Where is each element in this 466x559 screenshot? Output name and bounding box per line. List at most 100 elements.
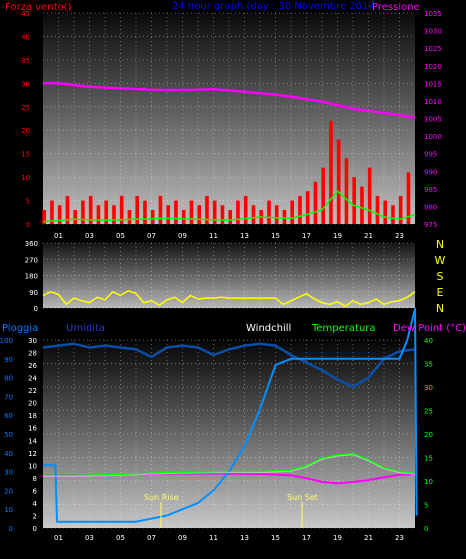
wind-direction-plot-area — [43, 243, 415, 308]
compass-label-west: W — [435, 254, 446, 267]
wind-speed-bar — [398, 195, 403, 224]
pressure-axis-tick-label: 975 — [424, 221, 437, 229]
humidity-axis-tick-label: 14 — [28, 437, 37, 445]
wind-speed-bar — [236, 200, 240, 224]
top-x-tick-label: 05 — [116, 232, 125, 240]
temperature-axis-tick-label: 5 — [424, 502, 428, 510]
pressure-axis-tick-label: 995 — [424, 151, 437, 159]
pressure-axis-tick-label: 985 — [424, 186, 437, 194]
humidity-axis-tick-label: 10 — [28, 462, 37, 470]
top-x-tick-label: 17 — [302, 232, 311, 240]
humidity-axis-tick-label: 22 — [28, 387, 37, 395]
bottom-x-tick-label: 13 — [240, 534, 249, 542]
grid-lines — [43, 12, 415, 529]
wind-speed-bar — [212, 200, 217, 224]
wind-speed-bar — [243, 195, 248, 224]
humidity-axis-tick-label: 30 — [28, 337, 37, 345]
temperature-axis-tick-label: 30 — [424, 384, 433, 392]
temperature-axis-tick-label: 0 — [424, 525, 428, 533]
wind-direction-line — [42, 290, 416, 307]
rain-axis-tick-label: 20 — [4, 487, 13, 495]
wind-speed-bar — [42, 209, 46, 224]
rain-axis-label: Pioggia — [2, 323, 38, 334]
wind-speed-bar — [336, 139, 341, 224]
humidity-axis-label: Umidita — [66, 323, 105, 334]
bottom-x-tick-label: 09 — [178, 534, 187, 542]
rain-axis-tick-label: 30 — [4, 469, 13, 477]
wind-speed-bar — [298, 195, 302, 224]
bottom-x-tick-label: 17 — [302, 534, 311, 542]
wind-gust-line — [42, 190, 416, 223]
top-x-tick-label: 19 — [333, 232, 342, 240]
windchill-legend-label: Windchill — [246, 323, 291, 334]
humidity-line — [42, 342, 416, 389]
wind-speed-bar — [112, 205, 116, 224]
wind-speed-bar — [181, 209, 186, 224]
temperature-legend-label: Temperatura — [311, 323, 376, 334]
humidity-axis-tick-label: 26 — [28, 362, 37, 370]
top-x-tick-label: 15 — [271, 232, 280, 240]
humidity-axis-tick-label: 12 — [28, 450, 37, 458]
sunset-label: Sun Set — [287, 493, 318, 502]
windchill-line — [43, 454, 416, 477]
temperature-axis-tick-label: 15 — [424, 455, 433, 463]
humidity-axis-tick-label: 28 — [28, 350, 37, 358]
wind-speed-axis-label: Forza vento() — [5, 2, 72, 13]
wind-speed-bar — [50, 200, 54, 224]
temperature-axis-tick-label: 40 — [424, 337, 433, 345]
temperature-axis-tick-label: 25 — [424, 408, 433, 416]
wind-speed-bar — [96, 205, 101, 224]
temperature-humidity-plot-area — [43, 340, 415, 528]
wind-axis-tick-label: 0 — [26, 221, 30, 229]
wind-axis-tick-label: 20 — [21, 127, 30, 135]
humidity-axis-tick-label: 6 — [33, 487, 38, 495]
temperature-line — [43, 452, 416, 477]
rain-axis-tick-label: 80 — [4, 375, 13, 383]
rain-axis-tick-label: 0 — [9, 525, 13, 533]
wind-speed-bar — [406, 172, 411, 224]
wind-speed-bar — [274, 205, 279, 224]
wind-speed-bar — [251, 205, 256, 224]
pressure-axis-tick-label: 1005 — [424, 116, 442, 124]
wind-speed-bar — [189, 200, 194, 224]
dewpoint-legend-label: Dew Point (°C) — [393, 323, 466, 334]
pressure-axis-tick-label: 1015 — [424, 80, 442, 88]
wind-speed-bar — [135, 195, 139, 224]
humidity-axis-tick-label: 20 — [28, 400, 37, 408]
wind-speed-bar — [57, 205, 62, 224]
direction-axis-tick-label: 360 — [25, 240, 38, 248]
pressure-axis-tick-label: 1000 — [424, 133, 442, 141]
humidity-axis-tick-label: 4 — [33, 500, 38, 508]
pressure-axis-tick-label: 1025 — [424, 45, 442, 53]
temperature-axis-tick-label: 10 — [424, 478, 433, 486]
bottom-x-tick-label: 15 — [271, 534, 280, 542]
rain-axis-tick-label: 70 — [4, 393, 13, 401]
humidity-axis-tick-label: 16 — [28, 425, 37, 433]
sunrise-label: Sun Rise — [144, 493, 179, 502]
rain-axis-tick-label: 100 — [0, 337, 13, 345]
humidity-axis-tick-label: 0 — [33, 525, 37, 533]
wind-speed-bar — [197, 205, 201, 224]
wind-speed-bar — [360, 186, 364, 224]
wind-axis-tick-label: 10 — [21, 174, 30, 182]
wind-speed-bar — [205, 195, 209, 224]
wind-pressure-plot-area — [43, 13, 415, 224]
top-x-tick-label: 09 — [178, 232, 187, 240]
rain-axis-tick-label: 50 — [4, 431, 13, 439]
pressure-axis-label: Pressione — [372, 2, 420, 13]
top-x-tick-label: 03 — [85, 232, 94, 240]
bottom-x-tick-label: 05 — [116, 534, 125, 542]
bottom-x-tick-label: 19 — [333, 534, 342, 542]
direction-axis-tick-label: 0 — [34, 305, 38, 313]
wind-speed-bar — [313, 181, 318, 224]
wind-speed-bar — [158, 195, 163, 224]
wind-axis-tick-label: 30 — [21, 80, 30, 88]
bottom-x-tick-label: 01 — [54, 534, 63, 542]
bottom-x-tick-label: 21 — [364, 534, 373, 542]
temperature-axis-tick-label: 20 — [424, 431, 433, 439]
top-x-tick-label: 21 — [364, 232, 373, 240]
wind-speed-bar — [73, 209, 77, 224]
wind-axis-tick-label: 5 — [26, 198, 30, 206]
pressure-axis-tick-label: 1010 — [424, 98, 442, 106]
